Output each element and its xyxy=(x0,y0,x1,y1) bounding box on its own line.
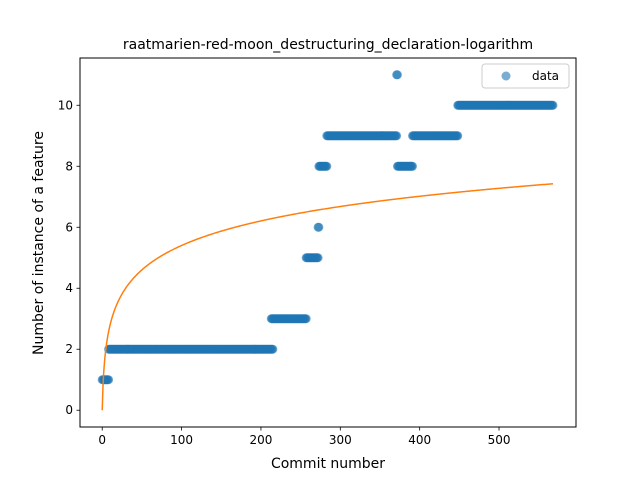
legend-label: data xyxy=(532,69,559,83)
data-point xyxy=(408,162,417,171)
x-tick-label: 300 xyxy=(329,433,352,447)
y-tick-label: 8 xyxy=(65,159,73,173)
x-axis-label: Commit number xyxy=(271,456,385,472)
chart-title: raatmarien-red-moon_destructuring_declar… xyxy=(123,37,533,53)
x-tick-label: 200 xyxy=(249,433,272,447)
y-tick-label: 2 xyxy=(65,342,73,356)
x-tick-label: 100 xyxy=(170,433,193,447)
data-point xyxy=(393,70,402,79)
y-tick-label: 4 xyxy=(65,281,73,295)
legend: data xyxy=(482,64,569,88)
legend-marker xyxy=(502,72,511,81)
data-point xyxy=(302,314,311,323)
data-point xyxy=(314,253,323,262)
y-tick-label: 10 xyxy=(58,98,73,112)
y-axis-label: Number of instance of a feature xyxy=(31,131,47,355)
x-tick-label: 0 xyxy=(98,433,106,447)
y-tick-label: 0 xyxy=(65,403,73,417)
data-point xyxy=(548,101,557,110)
data-point xyxy=(104,375,113,384)
data-point xyxy=(392,131,401,140)
x-tick-label: 400 xyxy=(408,433,431,447)
data-point xyxy=(322,162,331,171)
data-point xyxy=(453,131,462,140)
y-tick-label: 6 xyxy=(65,220,73,234)
data-point xyxy=(268,345,277,354)
data-point xyxy=(314,223,323,232)
x-tick-label: 500 xyxy=(488,433,511,447)
